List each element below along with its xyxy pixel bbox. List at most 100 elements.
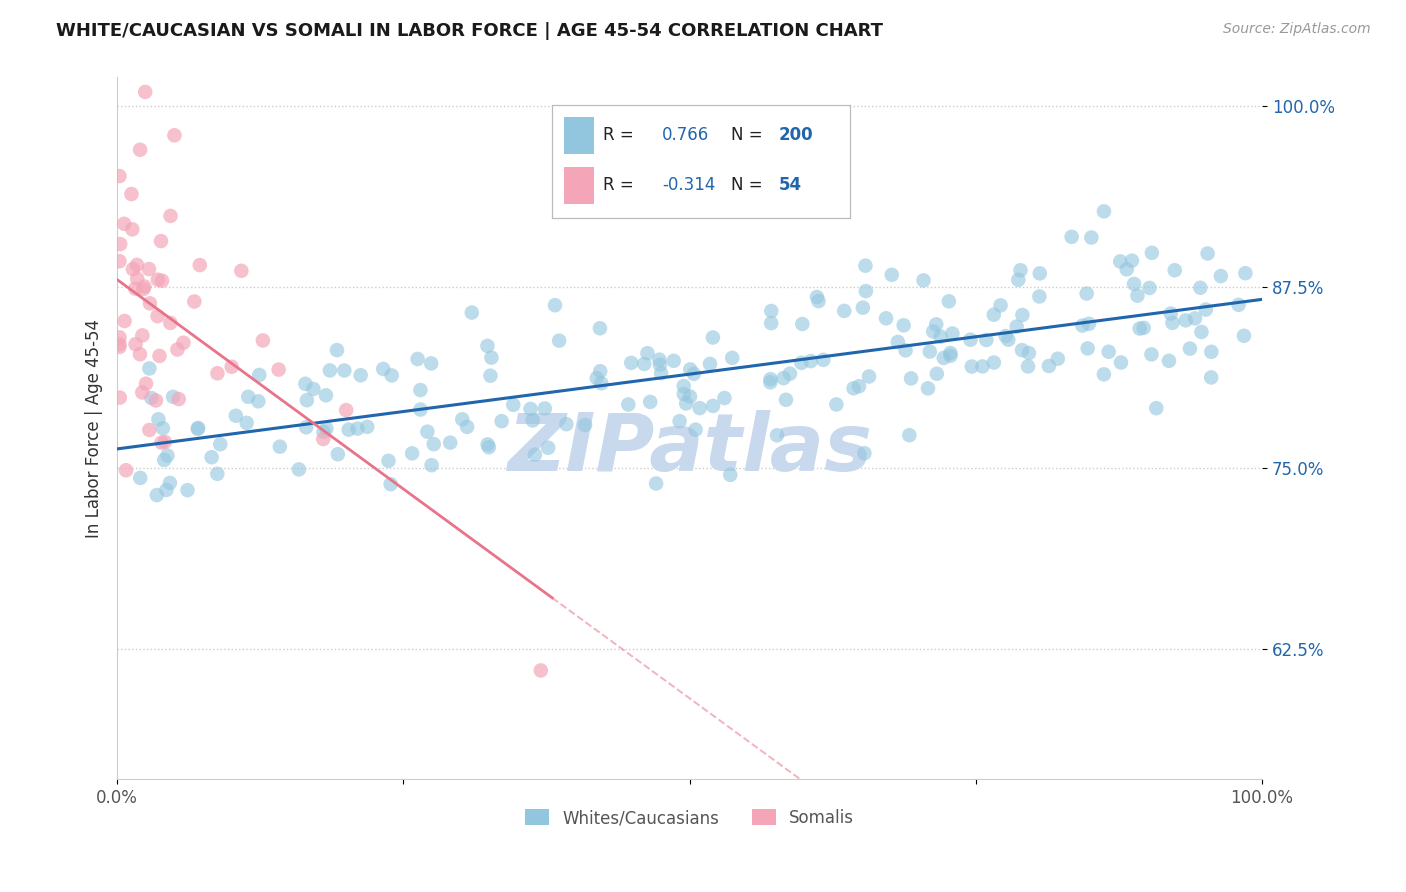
Point: [295, 420, 318, 434]
Point: [1184, 311, 1206, 326]
Point: [225, 409, 247, 423]
Point: [775, 392, 797, 407]
Point: [825, 397, 848, 411]
Point: [231, 264, 253, 278]
Point: [648, 352, 671, 367]
Point: [108, 169, 131, 183]
Point: [491, 414, 513, 428]
Point: [135, 376, 157, 391]
Point: [917, 381, 939, 395]
Point: [589, 364, 612, 378]
Point: [235, 416, 257, 430]
Point: [530, 664, 553, 678]
Point: [146, 488, 169, 502]
Point: [544, 298, 567, 312]
Point: [335, 403, 357, 417]
Point: [1123, 277, 1146, 291]
Point: [852, 301, 875, 315]
Point: [120, 187, 142, 202]
Point: [477, 339, 499, 353]
Point: [302, 382, 325, 396]
Point: [188, 258, 211, 272]
Point: [1157, 354, 1180, 368]
Point: [209, 437, 232, 451]
Point: [150, 274, 173, 288]
Point: [855, 284, 877, 298]
Point: [221, 359, 243, 374]
Point: [108, 391, 131, 405]
Point: [929, 329, 952, 343]
Point: [166, 343, 188, 357]
Point: [1195, 302, 1218, 317]
Point: [983, 355, 1005, 369]
Point: [959, 333, 981, 347]
Point: [638, 395, 661, 409]
Point: [938, 294, 960, 309]
Point: [792, 317, 814, 331]
Point: [1189, 281, 1212, 295]
Point: [333, 363, 356, 377]
Point: [481, 351, 503, 365]
Point: [108, 330, 131, 344]
Point: [855, 259, 877, 273]
Point: [319, 363, 342, 377]
Point: [1129, 321, 1152, 335]
Text: Source: ZipAtlas.com: Source: ZipAtlas.com: [1223, 22, 1371, 37]
Point: [589, 321, 612, 335]
Point: [115, 463, 138, 477]
Point: [125, 258, 148, 272]
Point: [401, 446, 423, 460]
Point: [972, 359, 994, 374]
Point: [150, 435, 173, 450]
Point: [689, 401, 711, 416]
Point: [1233, 328, 1256, 343]
Point: [1077, 342, 1099, 356]
Point: [1080, 230, 1102, 244]
Point: [1164, 263, 1187, 277]
Point: [150, 234, 173, 248]
Point: [1132, 321, 1154, 335]
Point: [132, 282, 155, 296]
Point: [1227, 298, 1250, 312]
Legend: Whites/Caucasians, Somalis: Whites/Caucasians, Somalis: [519, 803, 860, 834]
Point: [252, 334, 274, 348]
Point: [477, 437, 499, 451]
Point: [163, 128, 186, 143]
Point: [813, 352, 835, 367]
Point: [451, 412, 474, 426]
Point: [1199, 370, 1222, 384]
Point: [141, 391, 163, 405]
Point: [633, 357, 655, 371]
Point: [1007, 273, 1029, 287]
Point: [172, 335, 194, 350]
Point: [1144, 401, 1167, 416]
Point: [207, 467, 229, 481]
Point: [932, 351, 955, 365]
Point: [1115, 262, 1137, 277]
Point: [766, 428, 789, 442]
Point: [326, 343, 349, 358]
Point: [1126, 288, 1149, 302]
Point: [1140, 347, 1163, 361]
Point: [1209, 269, 1232, 284]
Point: [406, 351, 429, 366]
Point: [409, 383, 432, 397]
Point: [1071, 318, 1094, 333]
Point: [207, 366, 229, 380]
Point: [148, 349, 170, 363]
Point: [380, 477, 402, 491]
Point: [439, 435, 461, 450]
Point: [1109, 254, 1132, 268]
Point: [679, 390, 702, 404]
Point: [1028, 289, 1050, 303]
Point: [555, 417, 578, 432]
Point: [617, 397, 640, 411]
Point: [108, 340, 131, 354]
Point: [315, 421, 337, 435]
Point: [138, 423, 160, 437]
Point: [591, 376, 613, 391]
Point: [853, 446, 876, 460]
Point: [1139, 281, 1161, 295]
Point: [800, 354, 823, 368]
Text: WHITE/CAUCASIAN VS SOMALI IN LABOR FORCE | AGE 45-54 CORRELATION CHART: WHITE/CAUCASIAN VS SOMALI IN LABOR FORCE…: [56, 22, 883, 40]
